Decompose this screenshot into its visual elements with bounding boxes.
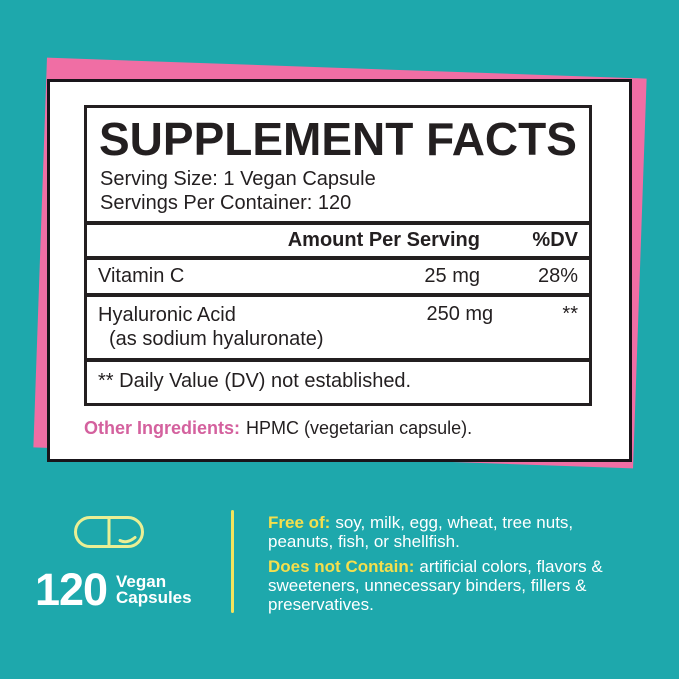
does-not-contain-line3: preservatives. — [268, 595, 374, 614]
other-ingredients-label: Other Ingredients: — [84, 417, 241, 438]
column-header-dv: %DV — [532, 228, 578, 251]
capsule-count: 120 — [35, 564, 108, 615]
nutrient-name-detail: (as sodium hyaluronate) — [109, 327, 324, 350]
does-not-contain-text: artificial colors, flavors & — [419, 557, 603, 576]
free-of-line1: Free of: soy, milk, egg, wheat, tree nuts… — [268, 513, 628, 532]
column-header-spacer — [98, 229, 284, 252]
other-ingredients-line: Other Ingredients: HPMC (vegetarian capsu… — [84, 418, 629, 439]
nutrient-name: Hyaluronic Acid (as sodium hyaluronate) — [98, 303, 324, 351]
nutrient-amount: 25 mg — [424, 264, 480, 287]
nutrient-dv: 28% — [537, 264, 578, 287]
does-not-contain-paragraph: Does not Contain: artificial colors, flav… — [268, 557, 628, 614]
capsule-outline-icon — [74, 516, 144, 548]
capsule-unit-line1: Vegan — [116, 572, 167, 591]
supplement-facts-panel: SUPPLEMENT FACTS Serving Size: 1 Vegan C… — [84, 105, 592, 406]
capsule-icon — [74, 516, 144, 548]
nutrient-row-hyaluronic-acid: Hyaluronic Acid (as sodium hyaluronate) … — [87, 297, 589, 362]
product-claims: Free of: soy, milk, egg, wheat, tree nuts… — [268, 513, 628, 614]
daily-value-footnote: ** Daily Value (DV) not established. — [98, 369, 412, 392]
vertical-divider — [231, 510, 234, 613]
servings-per-container-text: Servings Per Container: 120 — [100, 191, 352, 214]
capsule-unit-label: Vegan Capsules — [116, 572, 192, 607]
capsule-unit-line2: Capsules — [116, 588, 192, 607]
nutrient-amount: 250 mg — [426, 302, 494, 325]
nutrient-row-vitamin-c: Vitamin C 25 mg 28% — [87, 260, 589, 297]
column-header-amount: Amount Per Serving — [287, 228, 480, 251]
serving-size-text: Serving Size: 1 Vegan Capsule — [100, 167, 376, 190]
free-of-line2: peanuts, fish, or shellfish. — [268, 532, 460, 551]
nutrient-dv: ** — [562, 302, 578, 325]
other-ingredients-value: HPMC (vegetarian capsule). — [246, 417, 473, 438]
free-of-paragraph: Free of: soy, milk, egg, wheat, tree nuts… — [268, 513, 628, 551]
panel-title: SUPPLEMENT FACTS — [99, 113, 577, 165]
label-card: SUPPLEMENT FACTS Serving Size: 1 Vegan C… — [47, 79, 632, 462]
nutrient-name-main: Hyaluronic Acid — [98, 303, 236, 326]
table-header-row: Amount Per Serving %DV — [87, 225, 589, 260]
does-not-contain-line2: sweeteners, unnecessary binders, fillers… — [268, 576, 587, 595]
nutrient-name: Vitamin C — [98, 264, 185, 287]
free-of-label: Free of: — [268, 513, 331, 532]
free-of-text: soy, milk, egg, wheat, tree nuts, — [335, 513, 574, 532]
does-not-contain-line1: Does not Contain: artificial colors, flav… — [268, 557, 628, 576]
facts-header-section: SUPPLEMENT FACTS Serving Size: 1 Vegan C… — [87, 108, 589, 225]
does-not-contain-label: Does not Contain: — [268, 557, 415, 576]
